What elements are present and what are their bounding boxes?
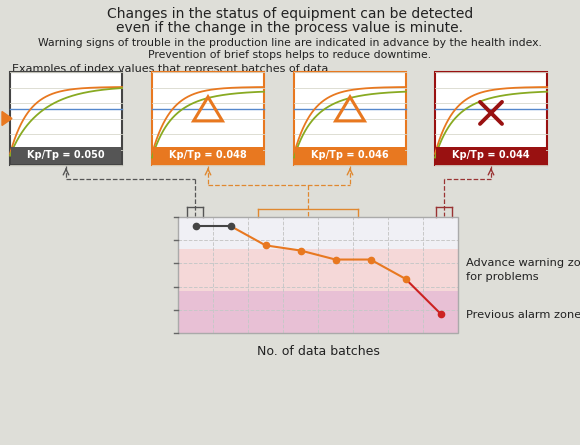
Bar (178, 250, 458, 291)
Bar (10, 72, 122, 165)
Text: No. of data batches: No. of data batches (256, 345, 379, 358)
Text: Prevention of brief stops helps to reduce downtime.: Prevention of brief stops helps to reduc… (148, 50, 432, 60)
Bar (153, 147, 263, 164)
Text: Kp/Tp = 0.046: Kp/Tp = 0.046 (311, 150, 389, 161)
Bar (294, 72, 406, 165)
Bar (178, 291, 458, 333)
Bar (152, 72, 264, 165)
Text: even if the change in the process value is minute.: even if the change in the process value … (117, 21, 463, 35)
Bar (11, 147, 121, 164)
Polygon shape (2, 112, 12, 125)
Bar (178, 217, 458, 250)
Text: Kp/Tp = 0.050: Kp/Tp = 0.050 (27, 150, 105, 161)
Bar (295, 147, 405, 164)
Text: Changes in the status of equipment can be detected: Changes in the status of equipment can b… (107, 7, 473, 21)
Bar (436, 147, 546, 164)
Text: Kp/Tp = 0.044: Kp/Tp = 0.044 (452, 150, 530, 161)
Text: Kp/Tp = 0.048: Kp/Tp = 0.048 (169, 150, 247, 161)
Bar (178, 217, 458, 333)
Text: Warning signs of trouble in the production line are indicated in advance by the : Warning signs of trouble in the producti… (38, 38, 542, 48)
Text: Advance warning zone
for problems: Advance warning zone for problems (466, 259, 580, 283)
Text: Previous alarm zone: Previous alarm zone (466, 311, 580, 320)
Bar (435, 72, 547, 165)
Text: Examples of index values that represent batches of data: Examples of index values that represent … (12, 64, 328, 74)
